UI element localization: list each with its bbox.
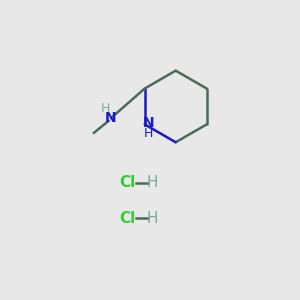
Text: H: H xyxy=(143,127,153,140)
Text: Cl: Cl xyxy=(119,211,135,226)
Text: N: N xyxy=(105,111,117,125)
Text: H: H xyxy=(100,102,110,115)
Text: H: H xyxy=(147,175,158,190)
Text: H: H xyxy=(147,211,158,226)
Text: N: N xyxy=(142,116,154,130)
Text: Cl: Cl xyxy=(119,175,135,190)
